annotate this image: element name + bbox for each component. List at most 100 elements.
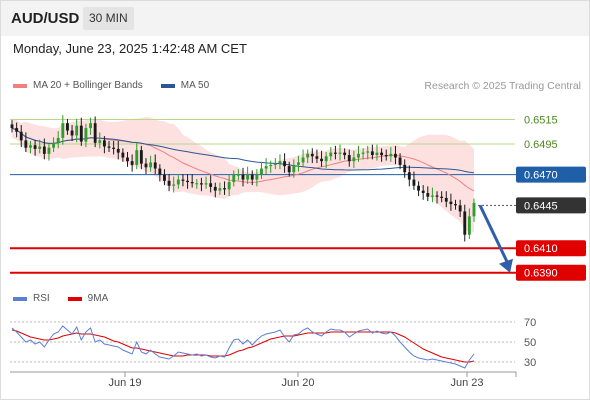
rsi-level-label-2: 30	[524, 357, 536, 369]
candle-body	[260, 168, 263, 175]
candle	[56, 131, 60, 149]
candle-body	[273, 163, 277, 165]
candle	[33, 139, 37, 156]
time-tick-label: Jun 19	[108, 377, 141, 389]
timeframe-button[interactable]: 30 MIN	[83, 7, 134, 30]
candle	[320, 150, 323, 167]
candle-body	[241, 174, 245, 180]
main-legend: MA 20 + Bollinger Bands MA 50	[13, 80, 227, 91]
candle	[42, 138, 46, 160]
candle-body	[236, 174, 240, 176]
candle	[209, 175, 213, 193]
ma20-legend-label: MA 20 + Bollinger Bands	[33, 80, 143, 91]
candle	[352, 150, 356, 168]
candle	[246, 166, 250, 184]
candle	[195, 178, 199, 189]
candle	[283, 153, 287, 173]
candle-body	[338, 152, 342, 154]
candle-body	[24, 140, 28, 148]
candle	[38, 139, 42, 154]
candle-body	[79, 125, 83, 142]
candle-body	[10, 124, 14, 129]
candle	[333, 145, 337, 160]
candle-body	[167, 180, 171, 186]
candle-body	[297, 162, 300, 165]
candle-body	[84, 128, 88, 142]
candle-body	[218, 188, 222, 191]
candle	[167, 174, 171, 192]
candle	[338, 144, 342, 161]
candle	[163, 169, 166, 186]
candle-body	[320, 158, 323, 162]
candle-body	[246, 174, 250, 180]
candle-body	[61, 123, 65, 138]
ma50-legend-label: MA 50	[180, 80, 210, 91]
candle	[130, 154, 134, 172]
candle	[149, 155, 153, 172]
candle	[264, 158, 268, 175]
level-lines	[10, 119, 516, 274]
candle	[24, 132, 28, 152]
chart-header-bar: AUD/USD 30 MIN	[0, 0, 590, 36]
candle-body	[227, 182, 231, 190]
candle-body	[421, 190, 425, 194]
candle	[255, 169, 259, 187]
candle	[66, 118, 69, 135]
rsi-line	[11, 325, 475, 369]
candle-body	[199, 183, 203, 185]
candle	[29, 140, 32, 154]
ma50-line	[11, 127, 475, 174]
candle	[153, 154, 157, 175]
candle	[287, 161, 291, 177]
candle-body	[158, 168, 162, 175]
candle-body	[347, 155, 351, 162]
candle	[98, 132, 102, 149]
candle	[190, 174, 194, 188]
candle-body	[213, 186, 217, 191]
projection-arrowhead	[499, 258, 513, 273]
candle-body	[333, 152, 337, 154]
candle-body	[324, 156, 328, 162]
candle-body	[93, 123, 97, 143]
candle-body	[458, 205, 462, 212]
candle	[89, 117, 92, 135]
candle	[444, 191, 448, 208]
level-labels: 0.6515 0.6495 0.6470 0.6445 0.6410 0.6390	[516, 115, 586, 281]
candle-body	[75, 125, 79, 136]
candle	[84, 123, 88, 148]
candle	[329, 147, 333, 161]
level-label-box-4	[516, 240, 586, 257]
candlestick-series	[10, 115, 476, 242]
candle	[467, 208, 471, 240]
candle-body	[70, 130, 74, 136]
candle-body	[384, 155, 388, 157]
candle-body	[126, 157, 129, 162]
candle	[213, 182, 217, 198]
candle-body	[301, 157, 305, 163]
candle	[61, 115, 65, 145]
candle-body	[149, 162, 153, 168]
candle-body	[29, 145, 32, 148]
candle	[347, 149, 351, 167]
candle	[158, 164, 162, 182]
candle-body	[426, 193, 430, 197]
candle-body	[47, 147, 51, 154]
candle-body	[195, 183, 199, 185]
rsi-level-label-0: 70	[524, 317, 536, 329]
candle-body	[190, 182, 194, 184]
candle-body	[112, 147, 116, 149]
candle-body	[139, 150, 143, 164]
candle	[181, 174, 185, 187]
candle	[172, 176, 176, 193]
candle	[449, 193, 453, 211]
candle-body	[255, 174, 259, 180]
projection-shaft	[478, 204, 510, 265]
candle	[236, 169, 240, 181]
candle-body	[283, 161, 287, 167]
candle-body	[398, 157, 402, 165]
candle-body	[361, 152, 365, 154]
candle	[454, 199, 457, 210]
candle-body	[130, 161, 134, 165]
rsi-level-label-1: 50	[524, 337, 536, 349]
rsi-ma-legend-label: 9MA	[87, 293, 109, 304]
